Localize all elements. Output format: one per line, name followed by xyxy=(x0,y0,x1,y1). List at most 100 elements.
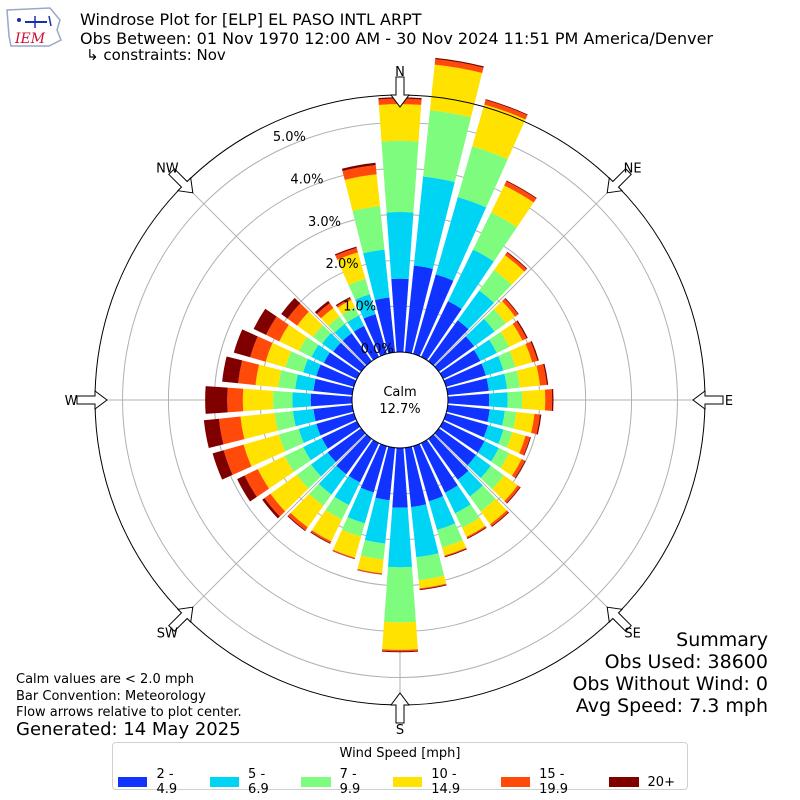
windrose-bar-segment xyxy=(536,414,542,435)
radial-tick-label: 1.0% xyxy=(343,300,376,315)
direction-label: S xyxy=(396,723,404,738)
legend-item: 2 - 4.9 xyxy=(118,767,198,797)
windrose-bar-segment xyxy=(492,475,518,502)
windrose-bar-segment xyxy=(322,333,341,352)
windrose-bar-segment xyxy=(332,550,355,560)
flow-arrow-icon xyxy=(168,168,194,194)
windrose-bar-segment xyxy=(298,423,321,444)
windrose-bar-segment xyxy=(250,336,273,362)
windrose-bar-segment xyxy=(257,456,294,489)
windrose-bar-segment xyxy=(479,270,512,303)
windrose-bar-segment xyxy=(316,364,357,387)
flow-arrow-shape xyxy=(168,606,194,632)
windrose-bar-segment xyxy=(491,185,534,228)
windrose-bar-segment xyxy=(448,249,494,309)
flow-arrow-shape xyxy=(168,168,194,194)
windrose-bar-segment xyxy=(381,140,419,213)
windrose-bar-segment xyxy=(382,621,418,650)
windrose-bar-segment xyxy=(309,483,332,506)
windrose-bar-segment xyxy=(378,104,422,142)
windrose-bar-segment xyxy=(477,441,499,462)
windrose-bar-segment xyxy=(357,555,384,574)
legend-item: 20+ xyxy=(608,767,675,797)
windrose-bar-segment xyxy=(295,374,316,392)
windrose-bar-segment xyxy=(443,413,489,438)
windrose-bar-segment xyxy=(292,392,311,408)
flow-arrow-shape xyxy=(692,390,724,410)
windrose-bar-segment xyxy=(494,255,525,285)
legend-swatch xyxy=(608,777,639,787)
generated-date: Generated: 14 May 2025 xyxy=(16,719,241,740)
windrose-bar-segment xyxy=(296,464,322,489)
radial-tick-label: 0.0% xyxy=(361,342,394,357)
flow-arrow-shape xyxy=(606,606,632,632)
windrose-bar-segment xyxy=(486,373,508,391)
windrose-bar-segment xyxy=(445,485,471,514)
direction-label: N xyxy=(395,65,405,80)
windrose-bar-segment xyxy=(489,331,510,353)
windrose-bar-segment xyxy=(238,360,260,386)
windrose-bar-segment xyxy=(506,432,526,454)
windrose-bar-segment xyxy=(392,447,408,508)
windrose-bar-segment xyxy=(498,350,516,371)
windrose-bar-segment xyxy=(466,526,487,539)
windrose-bars xyxy=(203,57,554,653)
windrose-bar-segment xyxy=(504,370,520,389)
windrose-bar-segment xyxy=(388,507,412,568)
windrose-bar-segment xyxy=(382,649,418,652)
windrose-bar-segment xyxy=(333,342,366,372)
flow-arrow-shape xyxy=(606,168,632,194)
windrose-bar-segment xyxy=(446,404,490,422)
windrose-bar-segment xyxy=(437,523,463,548)
note-bar-convention: Bar Convention: Meteorology xyxy=(16,689,206,704)
windrose-bar-segment xyxy=(270,474,309,512)
windrose-bar-segment xyxy=(484,100,528,120)
spoke-gridline xyxy=(183,433,367,617)
svg-text:IEM: IEM xyxy=(14,31,46,47)
windrose-bar-segment xyxy=(348,439,380,483)
windrose-bar-segment xyxy=(462,517,486,537)
windrose-bar-segment xyxy=(222,356,243,384)
windrose-bar-segment xyxy=(242,388,274,412)
windrose-bar-segment xyxy=(240,412,278,440)
windrose-bar-segment xyxy=(483,425,504,444)
windrose-bar-segment xyxy=(487,409,505,426)
legend-label: 20+ xyxy=(647,774,675,790)
windrose-bar-segment xyxy=(313,404,354,422)
legend-label: 7 - 9.9 xyxy=(339,767,361,797)
windrose-bar-segment xyxy=(336,298,352,308)
windrose-bar-segment xyxy=(285,351,309,373)
radial-tick-label: 2.0% xyxy=(326,257,359,272)
windrose-bar-segment xyxy=(313,378,354,396)
chart-title: Windrose Plot for [ELP] EL PASO INTL ARP… xyxy=(80,10,422,29)
direction-label: NW xyxy=(156,161,179,176)
windrose-bar-segment xyxy=(429,64,483,118)
legend-swatch xyxy=(301,777,331,787)
windrose-bar-segment xyxy=(312,325,331,344)
windrose-bar-segment xyxy=(439,349,481,380)
windrose-bar-segment xyxy=(321,420,361,449)
windrose-bar-segment xyxy=(262,498,280,519)
windrose-bar-segment xyxy=(434,59,484,74)
windrose-bar-segment xyxy=(265,342,292,368)
legend-label: 10 - 14.9 xyxy=(431,767,461,797)
windrose-bar-segment xyxy=(347,487,374,524)
windrose-bar-segment xyxy=(342,165,377,180)
flow-arrow-shape xyxy=(390,692,410,724)
legend-item: 15 - 19.9 xyxy=(500,767,597,797)
legend-label: 5 - 6.9 xyxy=(248,767,269,797)
windrose-bar-segment xyxy=(357,569,382,575)
windrose-bar-segment xyxy=(551,389,554,411)
radial-tick-label: 5.0% xyxy=(273,130,306,145)
windrose-bar-segment xyxy=(281,297,301,319)
flow-arrow-icon xyxy=(390,692,410,724)
windrose-bar-segment xyxy=(516,365,540,388)
windrose-bar-segment xyxy=(491,448,510,469)
windrose-bar-segment xyxy=(472,104,526,160)
windrose-bar-segment xyxy=(265,316,289,342)
windrose-bar-segment xyxy=(357,568,383,575)
windrose-bar-segment xyxy=(363,314,387,357)
windrose-bar-segment xyxy=(342,333,372,366)
windrose-bar-segment xyxy=(504,181,537,203)
windrose-bar-segment xyxy=(311,344,330,363)
